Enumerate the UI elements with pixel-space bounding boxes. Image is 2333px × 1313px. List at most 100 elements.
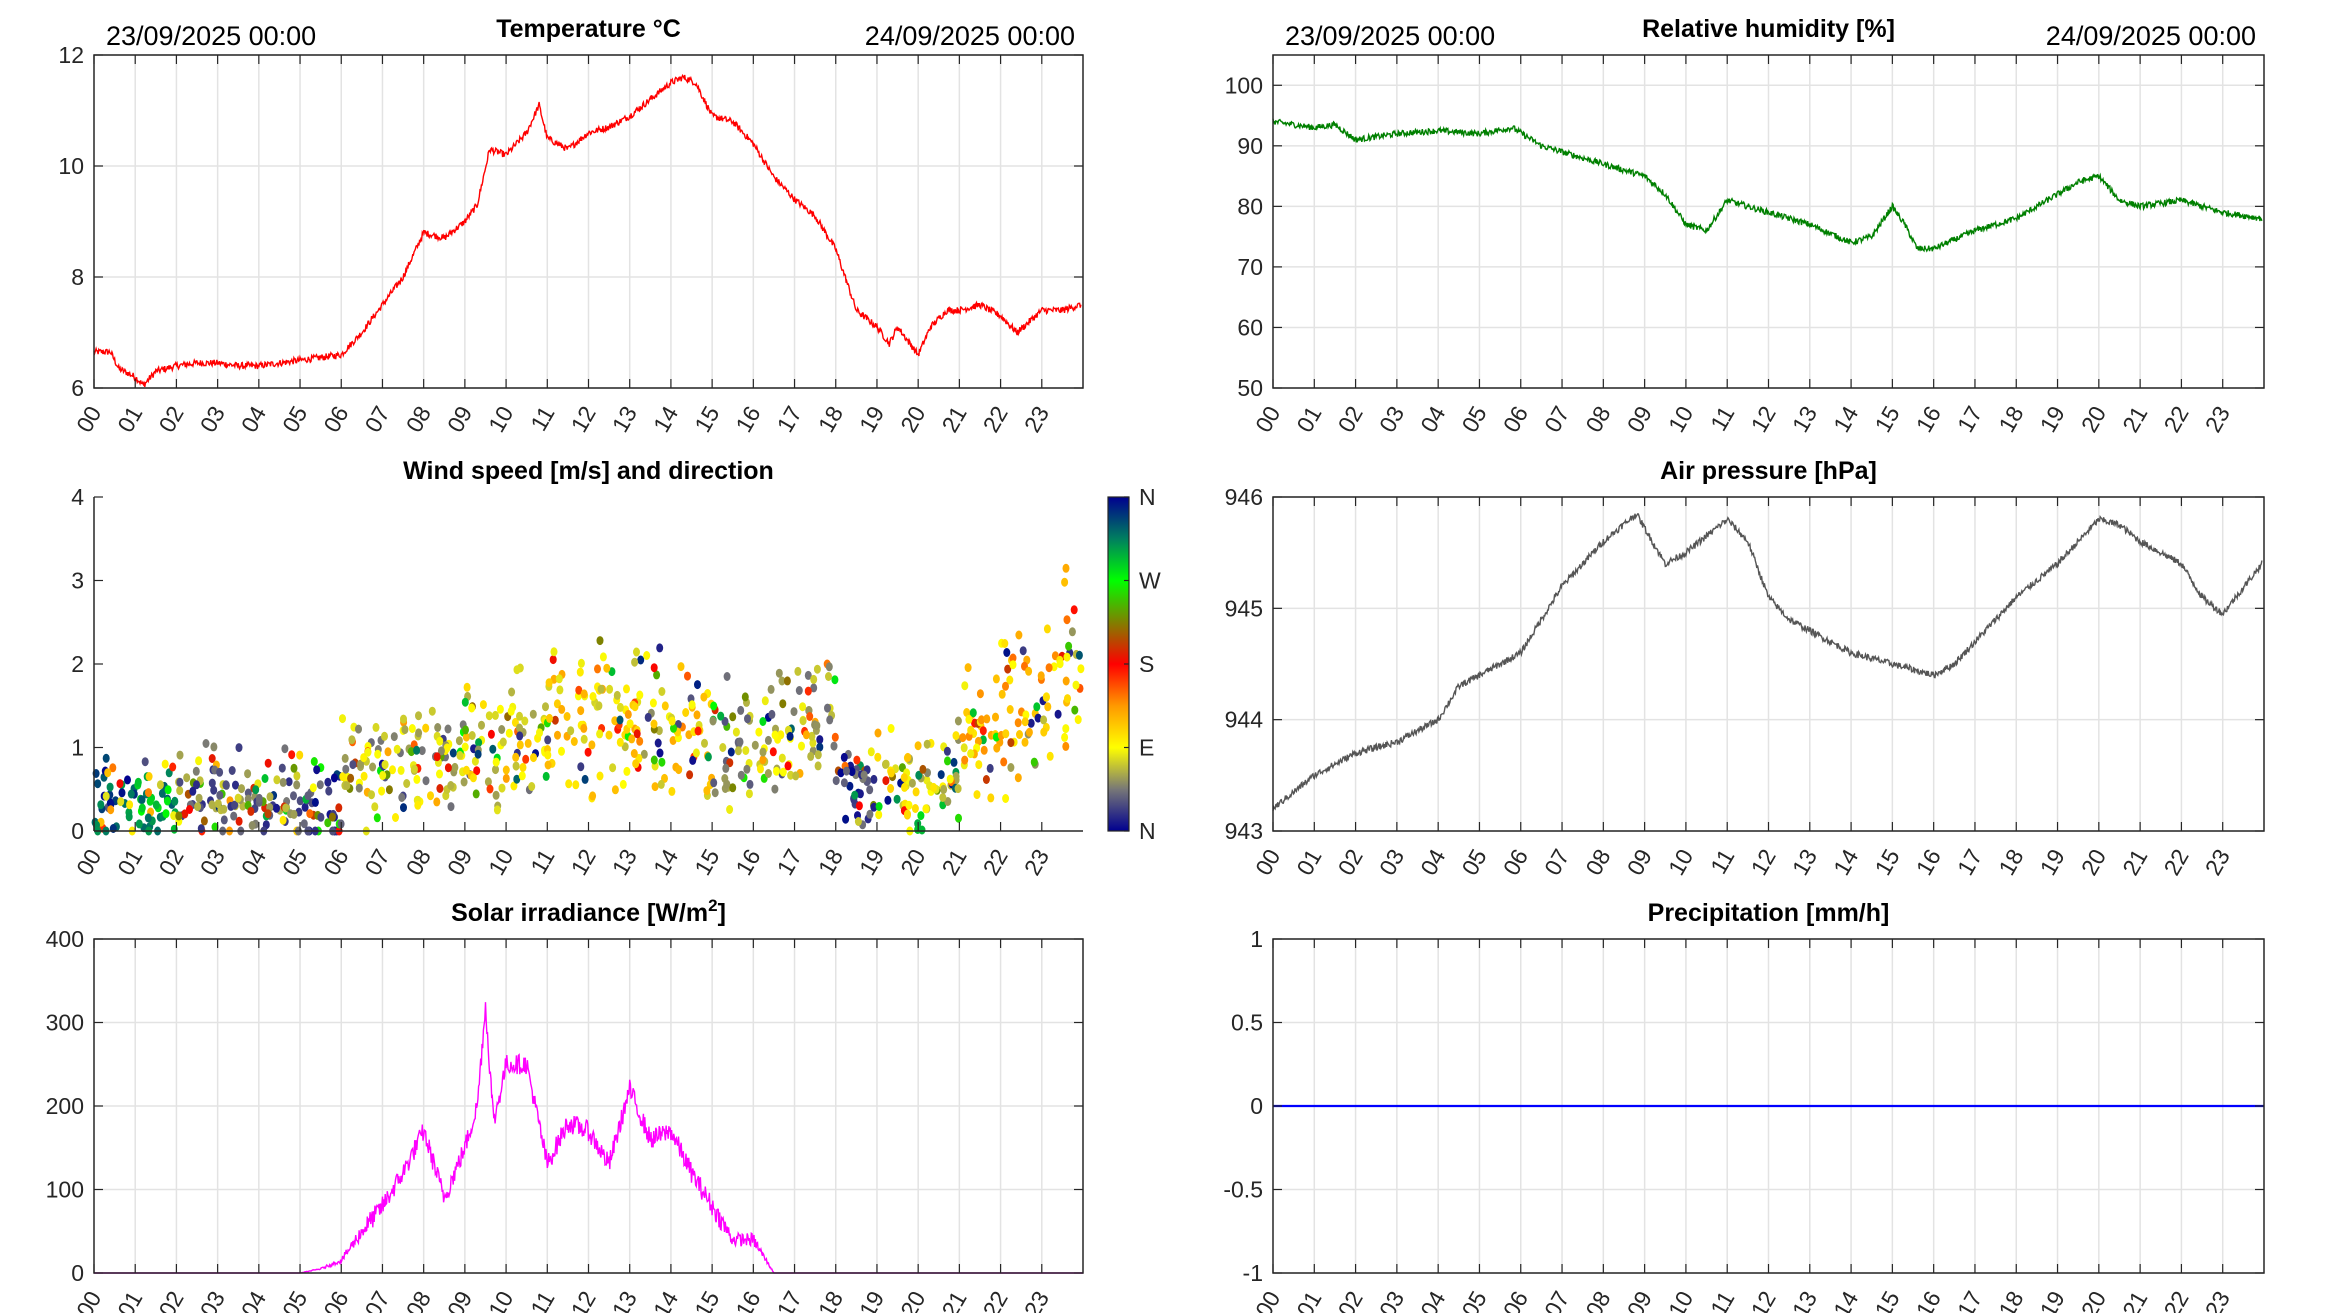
wind-point [413,745,421,755]
colorbar-label: N [1139,484,1156,510]
wind-point [939,793,947,802]
wind-point [1025,666,1033,676]
wind-point [285,777,293,787]
date-end-label: 24/09/2025 00:00 [2046,21,2256,51]
y-tick-label: -0.5 [1223,1177,1263,1203]
wind-point [519,762,527,772]
wind-point [656,643,664,653]
wind-point [814,750,822,760]
wind-point [1004,664,1012,674]
x-tick-label: 01 [1291,845,1326,880]
x-tick-label: 04 [1415,401,1450,436]
wind-point [605,730,613,740]
wind-point [510,781,518,791]
wind-point [959,733,967,743]
wind-point [637,655,645,665]
x-tick-label: 21 [2117,402,2152,437]
wind-point [860,770,868,780]
wind-point [1014,773,1022,783]
wind-point [324,777,332,787]
wind-point [792,771,800,781]
wind-point [469,773,477,783]
x-tick-label: 10 [1663,1287,1698,1313]
x-tick-label: 06 [318,845,353,880]
wind-point [778,676,786,686]
wind-point [161,759,169,769]
wind-point [462,732,470,742]
wind-point [998,689,1006,699]
wind-point [273,803,280,813]
wind-point [786,731,794,741]
wind-point [427,791,434,801]
x-tick-label: 11 [1705,1287,1739,1313]
wind-point [106,782,114,792]
x-tick-label: 12 [1746,402,1781,437]
wind-point [1022,710,1030,720]
wind-point [709,716,717,726]
wind-point [798,741,805,751]
wind-point [901,782,908,792]
wind-point [729,712,737,722]
wind-point [584,747,592,757]
x-tick-label: 18 [1993,845,2028,880]
wind-point [768,709,776,719]
x-tick-label: 19 [2035,845,2070,880]
wind-point [884,795,892,805]
x-tick-label: 19 [2035,1287,2070,1313]
wind-point [623,684,630,694]
wind-point [461,742,469,752]
wind-point [444,724,452,734]
wind-point [544,760,552,770]
wind-point [135,819,143,829]
wind-point [986,763,994,773]
wind-point [893,794,901,804]
x-tick-label: 00 [71,402,106,437]
chart-title: Wind speed [m/s] and direction [403,457,774,485]
wind-point [309,783,317,793]
wind-point [390,732,398,742]
wind-point [468,731,476,740]
x-tick-label: 03 [195,845,230,880]
x-tick-label: 01 [1291,402,1326,437]
wind-point [675,765,683,775]
x-tick-label: 03 [1374,845,1409,880]
wind-point [266,792,274,802]
wind-point [516,731,524,741]
colorbar-label: W [1139,568,1161,594]
wind-point [202,739,210,748]
x-tick-label: 12 [1746,1287,1781,1313]
wind-point [164,785,172,795]
wind-point [626,719,634,729]
x-tick-label: 20 [2076,402,2111,437]
wind-point [1068,627,1076,637]
x-tick-label: 09 [442,1287,477,1313]
wind-point [186,805,193,814]
wind-point [536,728,543,738]
x-tick-label: 20 [2076,1287,2111,1313]
wind-point [922,804,930,814]
wind-point [293,771,301,781]
x-tick-label: 11 [1705,845,1739,879]
wind-point [911,804,919,813]
y-tick-label: 100 [46,1177,84,1203]
wind-point [310,757,318,766]
wind-point [144,813,152,823]
wind-point [633,729,641,739]
wind-point [304,791,312,801]
wind-point [176,750,184,760]
wind-point [169,762,177,772]
wind-point [513,774,521,784]
wind-point [220,815,228,825]
wind-point [311,797,319,807]
x-tick-label: 07 [1539,1287,1574,1313]
wind-point [542,771,550,781]
wind-point [228,766,236,775]
wind-point [631,702,639,712]
wind-point [211,822,219,832]
wind-point [816,735,824,745]
wind-point [145,788,152,798]
wind-point [410,764,418,774]
wind-point [471,756,479,766]
x-tick-label: 08 [401,845,436,880]
wind-point [694,726,702,736]
